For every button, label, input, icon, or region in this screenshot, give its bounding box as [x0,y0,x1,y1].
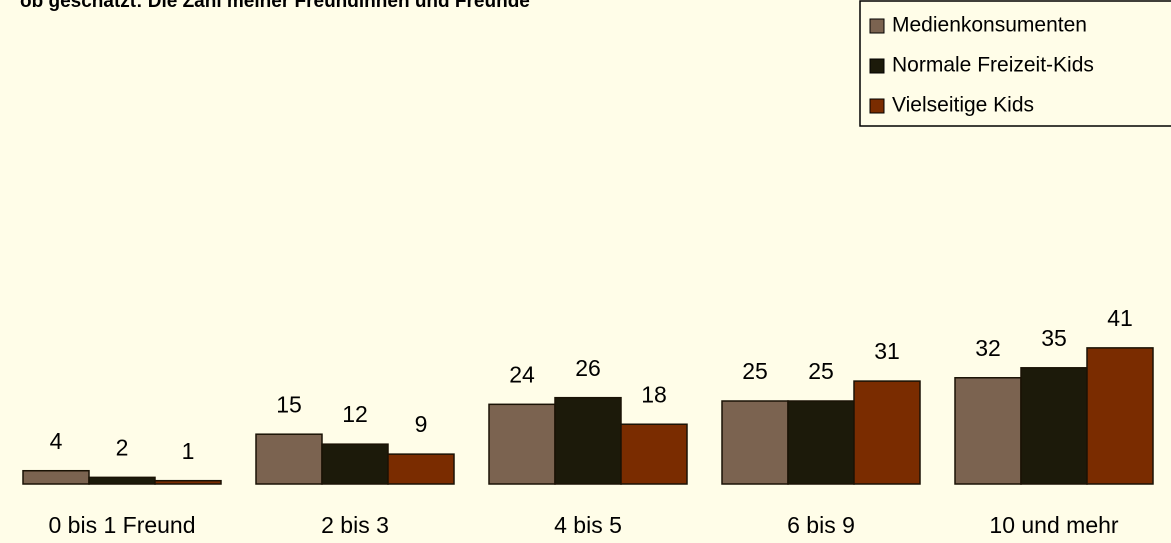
data-label: 41 [1107,305,1133,331]
x-tick-label: 6 bis 9 [787,512,855,538]
bar [620,423,688,485]
data-label: 26 [575,355,601,381]
bar [954,377,1022,485]
x-tick-label: 2 bis 3 [321,512,389,538]
bar [787,400,855,485]
data-label: 35 [1041,325,1067,351]
data-label: 2 [116,434,129,460]
data-label: 1 [182,438,195,464]
data-label: 9 [415,411,428,437]
legend-label: Vielseitige Kids [892,94,1034,117]
legend-label: Medienkonsumenten [892,14,1087,37]
bar [721,400,789,485]
legend-label: Normale Freizeit-Kids [892,54,1094,77]
bar [1020,367,1088,485]
legend-swatch [869,18,885,34]
x-tick-label: 10 und mehr [989,512,1118,538]
bar [387,453,455,485]
data-label: 24 [509,361,535,387]
legend-swatch [869,58,885,74]
data-label: 12 [342,401,368,427]
data-label: 18 [641,381,667,407]
x-tick-label: 4 bis 5 [554,512,622,538]
bar [255,433,323,485]
data-label: 25 [808,358,834,384]
bar [488,403,556,485]
data-label: 31 [874,338,900,364]
x-tick-label: 0 bis 1 Freund [48,512,195,538]
data-label: 15 [276,391,302,417]
bar [321,443,389,485]
bar [154,479,222,485]
legend-swatch [869,98,885,114]
bar [853,380,921,485]
bar [88,476,156,485]
bar [22,469,90,485]
bar [1086,347,1154,485]
data-label: 25 [742,358,768,384]
bar [554,396,622,485]
data-label: 32 [975,335,1001,361]
data-label: 4 [50,428,63,454]
chart-title: ob geschätzt: Die Zahl meiner Freundinne… [20,0,530,12]
legend-box [859,0,1171,127]
